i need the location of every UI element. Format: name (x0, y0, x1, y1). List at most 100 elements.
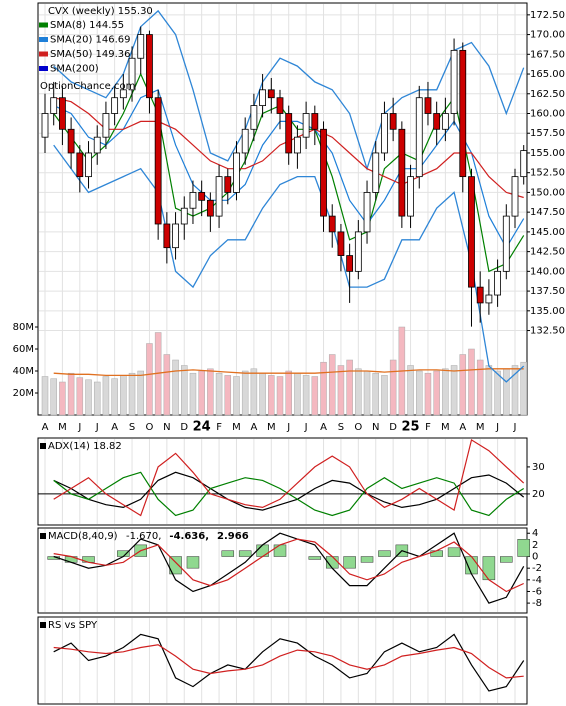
volume-bar (41, 376, 49, 416)
y-tick-label: 150.00 (530, 187, 565, 198)
legend-label: SMA(200) (50, 64, 99, 75)
legend-swatch (39, 22, 48, 28)
title-swatch (40, 533, 46, 539)
histogram-bar (273, 544, 287, 557)
candle-body (389, 113, 397, 130)
candle-body (233, 152, 240, 193)
candle-body (85, 152, 92, 178)
candle-body (146, 34, 153, 99)
volume-bar (302, 375, 310, 416)
volume-bar (407, 365, 414, 416)
volume-bar (459, 354, 467, 416)
volume-tick-label: 40M (13, 366, 34, 377)
histogram-bar (308, 556, 322, 560)
x-tick-label: O (354, 422, 362, 433)
candle-body (337, 231, 345, 256)
indicator-line (53, 644, 524, 679)
volume-bar (67, 372, 75, 416)
volume-bar (250, 368, 258, 416)
volume-bar (363, 370, 371, 416)
candle-body (372, 152, 380, 193)
volume-bar (355, 368, 362, 416)
volume-bar (189, 372, 197, 416)
histogram-bar (447, 547, 461, 557)
x-tick-label: 24 (193, 420, 211, 435)
candle-body (485, 294, 493, 304)
volume-bar (85, 379, 92, 416)
x-tick-label: 25 (402, 420, 420, 435)
panel-title: ADX(14) 18.82 (48, 441, 122, 452)
x-tick-label: A (320, 422, 327, 433)
candle-body (259, 89, 266, 107)
y-tick-label: 167.50 (530, 49, 565, 60)
volume-bar (468, 348, 475, 416)
volume-bar (259, 372, 266, 416)
x-tick-label: J (286, 422, 290, 433)
candle-body (415, 97, 423, 178)
candle-body (67, 128, 75, 154)
volume-average (53, 368, 524, 377)
histogram-bar (186, 556, 200, 569)
volume-bar (328, 354, 336, 416)
candle-body (494, 270, 501, 296)
volume-bar (102, 376, 110, 416)
volume-bar (450, 365, 458, 416)
y-tick-label: 135.00 (530, 306, 565, 317)
volume-bar (163, 354, 171, 416)
y-tick-label: 0 (532, 552, 538, 563)
histogram-bar (221, 550, 235, 557)
volume-bar (181, 365, 188, 416)
candle-body (346, 255, 354, 272)
volume-bar (172, 359, 179, 416)
candle-body (285, 113, 293, 154)
candle-body (320, 128, 327, 217)
title-swatch (40, 622, 46, 628)
candle-body (250, 105, 258, 130)
y-tick-label: 147.50 (530, 207, 565, 218)
candle-body (180, 207, 188, 225)
watermark: OptionChance.com (40, 81, 135, 92)
legend-label: SMA(8) 144.55 (50, 20, 124, 31)
candle-body (50, 97, 58, 114)
candle-body (354, 231, 362, 272)
volume-bar (241, 370, 249, 416)
candle-body (93, 136, 101, 154)
volume-tick-label: 80M (13, 322, 34, 333)
volume-tick-label: 20M (13, 388, 34, 399)
candle-body (172, 223, 179, 249)
legend-swatch (39, 37, 48, 42)
x-tick-label: A (459, 422, 466, 433)
y-tick-label: 140.00 (530, 266, 565, 277)
histogram-bar (169, 556, 182, 575)
candle-body (407, 176, 414, 217)
indicator-line (53, 438, 525, 517)
volume-bar (76, 377, 84, 416)
histogram-bar (343, 556, 356, 569)
legend-label: SMA(50) 149.36 (50, 49, 131, 60)
histogram-bar (517, 539, 530, 557)
y-tick-label: 155.00 (530, 148, 565, 159)
y-tick-label: 152.50 (530, 168, 565, 179)
volume-bar (511, 365, 519, 416)
histogram-bar (482, 556, 496, 581)
candle-body (76, 152, 84, 178)
volume-bar (233, 376, 240, 416)
x-tick-label: F (425, 422, 431, 433)
candle-body (198, 192, 206, 201)
volume-bar (494, 370, 501, 416)
title-swatch (40, 443, 46, 449)
y-tick-label: -2 (532, 563, 542, 574)
volume-bar (320, 361, 327, 416)
candle-body (163, 223, 171, 249)
candle-body (476, 286, 484, 304)
legend-swatch (39, 51, 48, 57)
x-tick-label: A (111, 422, 118, 433)
volume-bar (207, 368, 214, 416)
candle-body (189, 192, 197, 209)
panel-title: MACD(8,40,9) (48, 531, 118, 542)
volume-bar (433, 370, 440, 416)
volume-bar (389, 359, 397, 416)
candle-body (511, 176, 519, 217)
chart-title: CVX (weekly) 155.30 (48, 6, 153, 17)
candle-body (459, 49, 467, 178)
